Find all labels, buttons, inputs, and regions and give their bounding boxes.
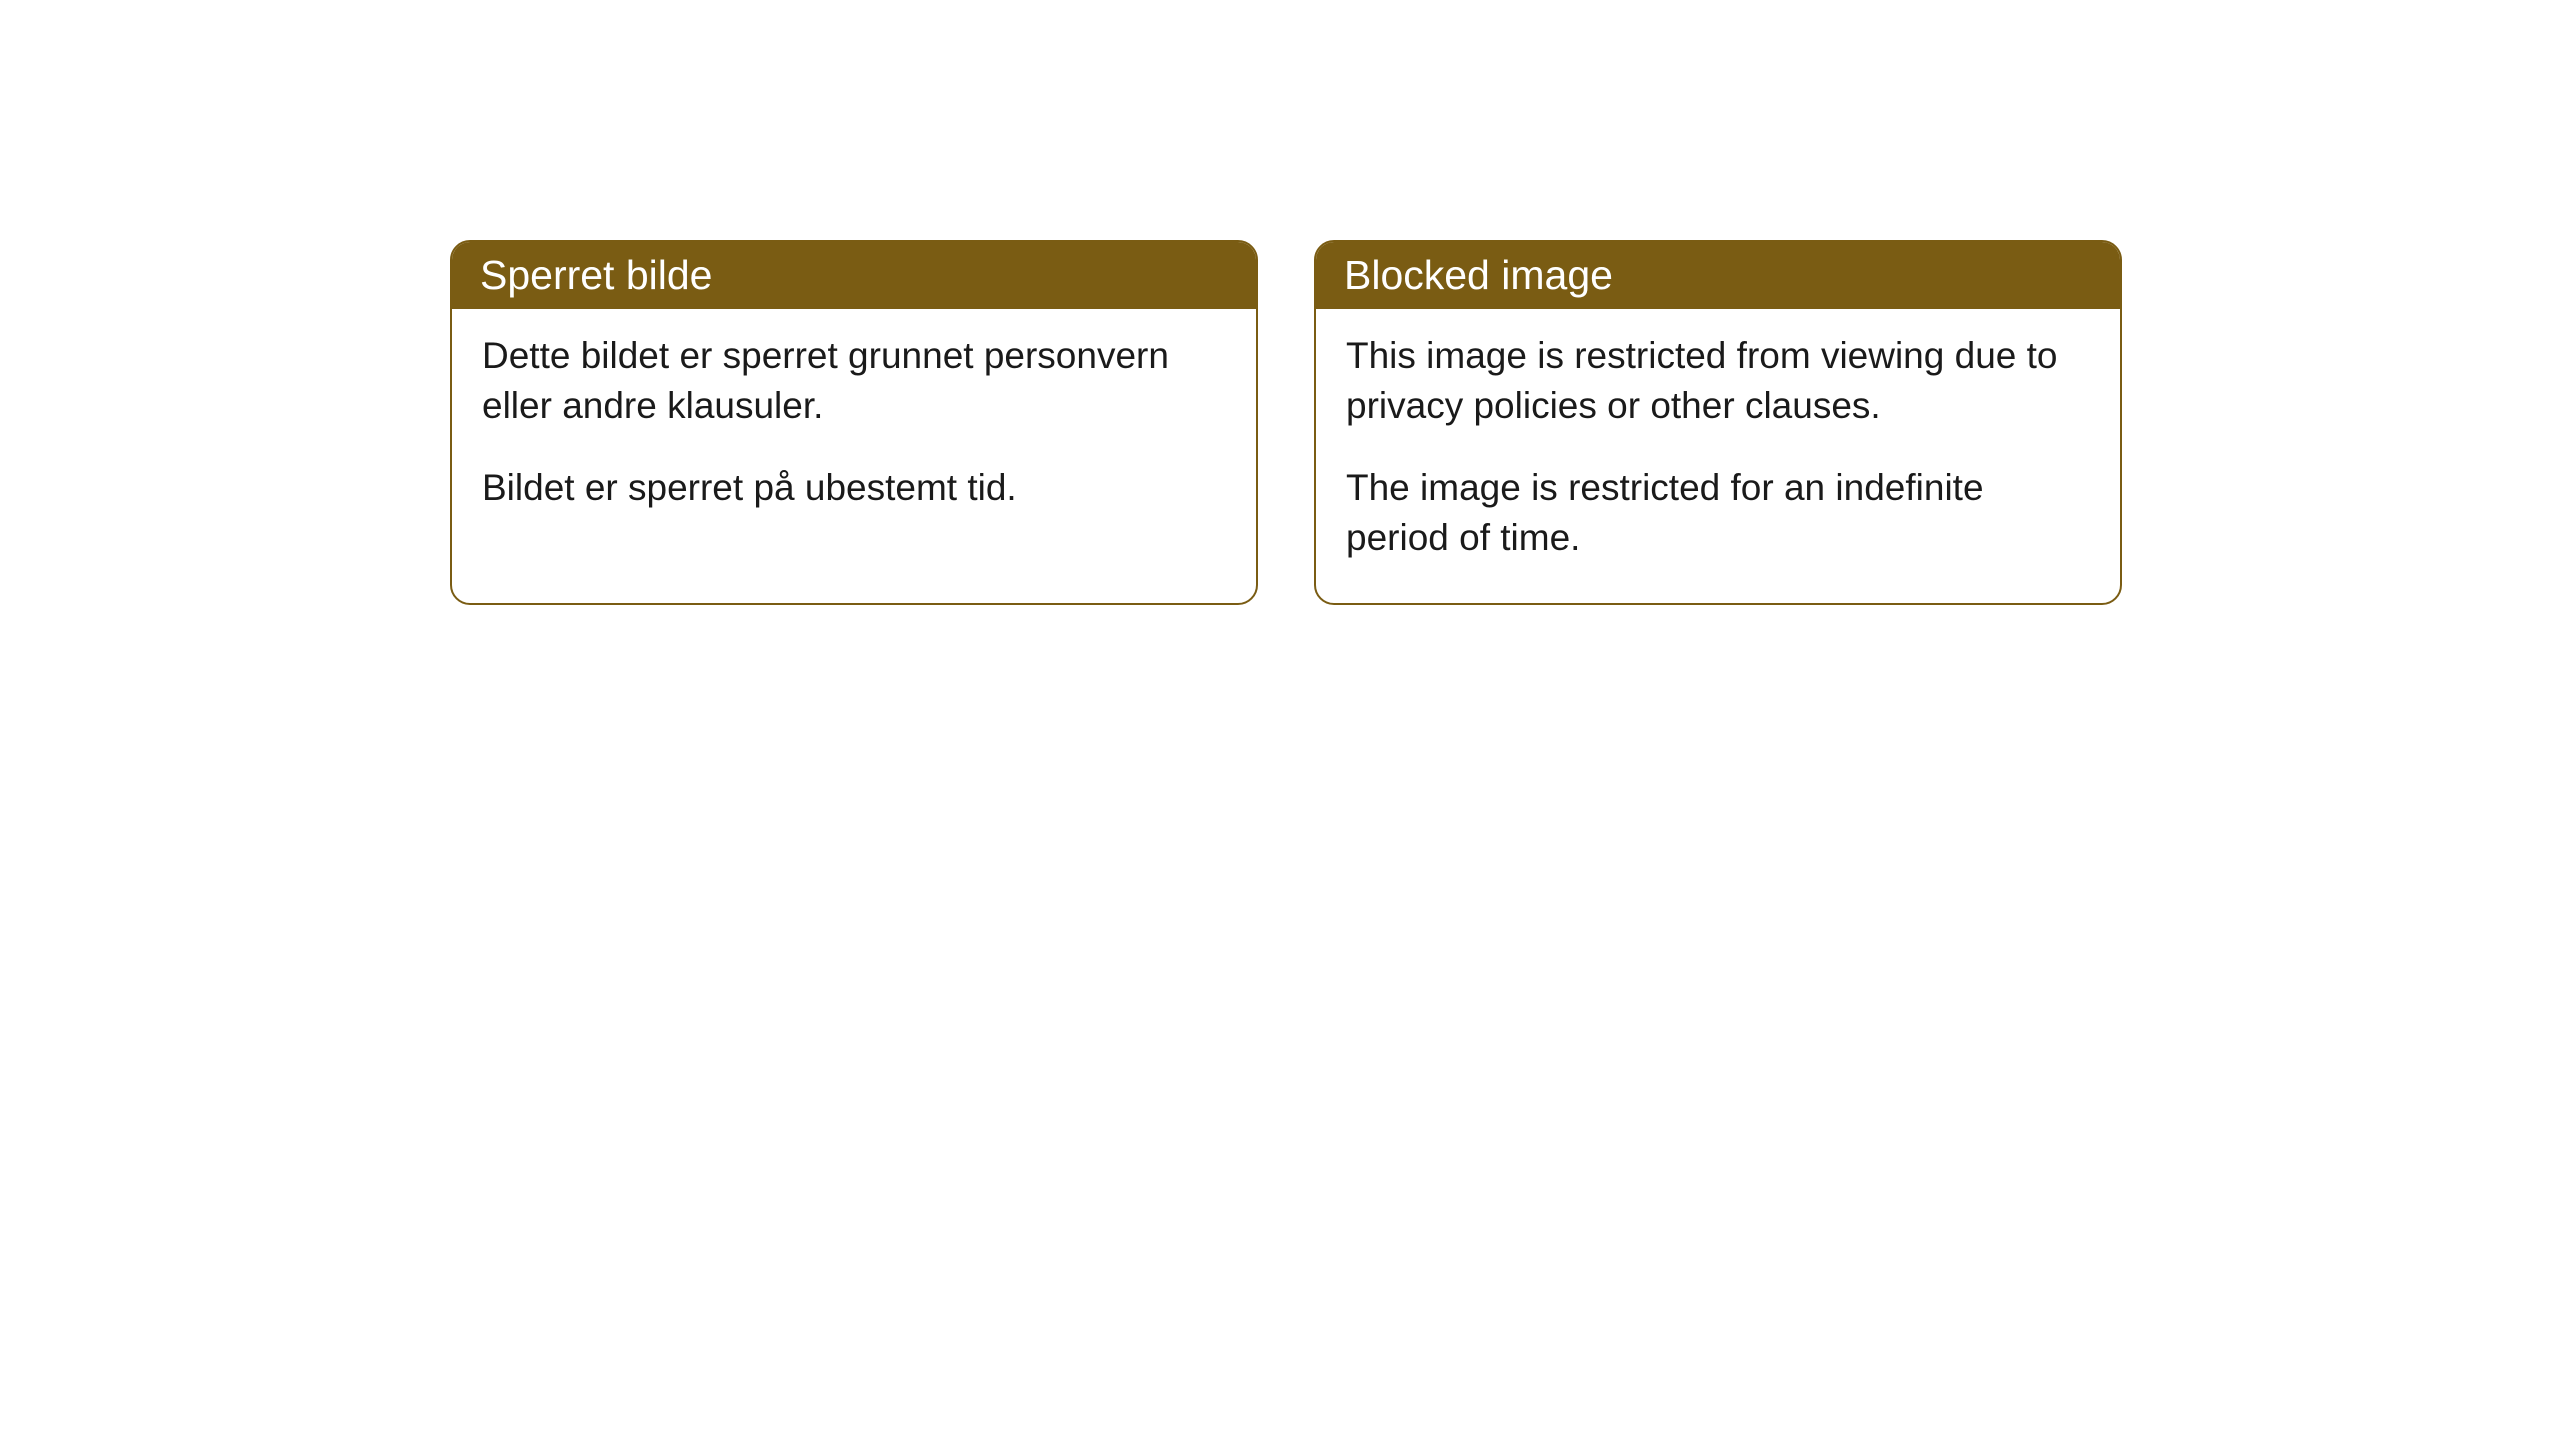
notice-paragraph: The image is restricted for an indefinit… [1346,463,2090,563]
notice-paragraph: Dette bildet er sperret grunnet personve… [482,331,1226,431]
notice-header: Sperret bilde [452,242,1256,309]
notice-body: This image is restricted from viewing du… [1316,309,2120,603]
notice-container: Sperret bilde Dette bildet er sperret gr… [450,240,2122,605]
notice-header: Blocked image [1316,242,2120,309]
notice-body: Dette bildet er sperret grunnet personve… [452,309,1256,553]
notice-card-english: Blocked image This image is restricted f… [1314,240,2122,605]
notice-card-norwegian: Sperret bilde Dette bildet er sperret gr… [450,240,1258,605]
notice-paragraph: Bildet er sperret på ubestemt tid. [482,463,1226,513]
notice-paragraph: This image is restricted from viewing du… [1346,331,2090,431]
